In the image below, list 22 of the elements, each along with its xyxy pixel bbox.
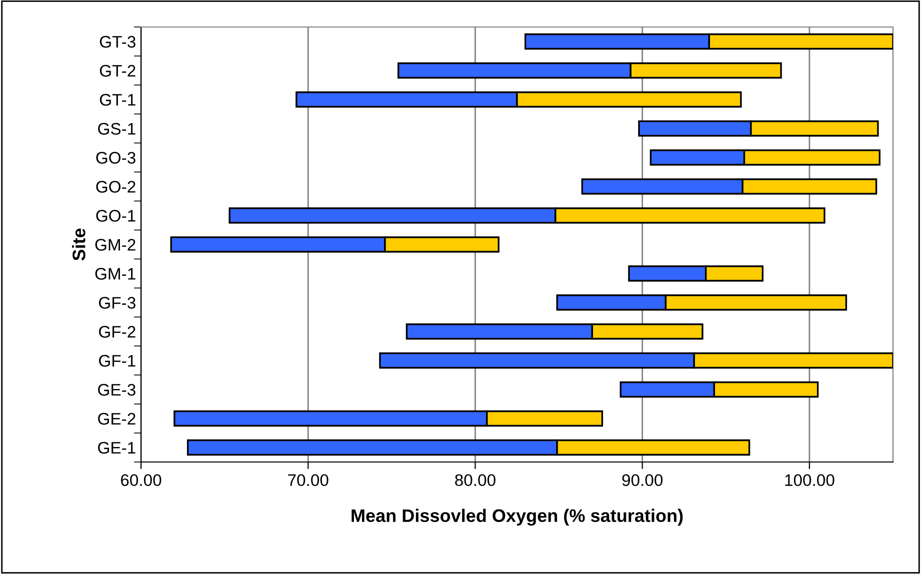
y-tick-label: GO-3 xyxy=(96,152,136,164)
y-tick-label: GE-2 xyxy=(98,412,136,425)
y-axis-title: Site xyxy=(72,228,86,261)
x-tick-label: 70.00 xyxy=(288,474,328,486)
y-tick-label: GM-1 xyxy=(95,268,136,280)
y-tick-label: GO-2 xyxy=(96,180,136,193)
x-axis-title: Mean Dissovled Oxygen (% saturation) xyxy=(352,508,683,526)
y-tick-label: GS-1 xyxy=(98,122,136,135)
y-tick-label: GM-2 xyxy=(95,238,136,251)
y-tick-label: GO-1 xyxy=(96,210,136,222)
x-tick-label: 90.00 xyxy=(622,474,663,486)
y-tick-label: GF-1 xyxy=(99,354,136,367)
y-tick-label: GT-3 xyxy=(100,36,136,48)
y-tick-label: GF-3 xyxy=(99,296,136,309)
y-tick-label: GT-2 xyxy=(100,64,136,77)
y-tick-label: GT-1 xyxy=(100,94,136,106)
y-tick-label: GE-3 xyxy=(98,384,136,396)
x-tick-label: 60.00 xyxy=(120,474,162,486)
x-tick-label: 80.00 xyxy=(455,474,496,486)
y-tick-label: GE-1 xyxy=(98,442,136,454)
y-tick-label: GF-2 xyxy=(99,326,136,338)
x-tick-label: 100.00 xyxy=(785,474,834,486)
